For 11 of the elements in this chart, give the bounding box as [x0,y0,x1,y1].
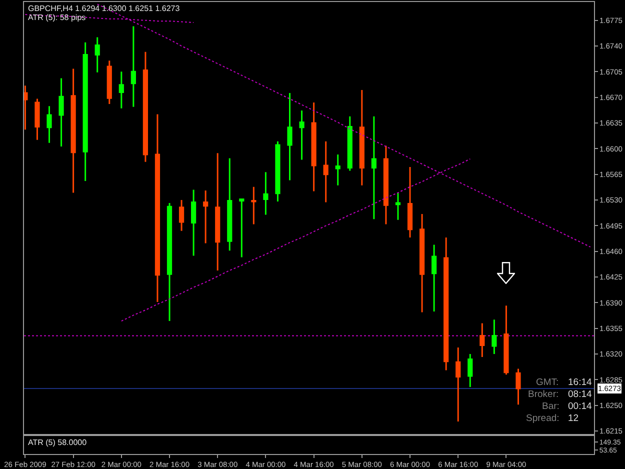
annotation: Spread: [526,413,560,424]
chart-title: GBPCHF,H4 1.6294 1.6300 1.6251 1.6273 [28,4,180,13]
annotation: 12 [568,413,579,424]
annotation: GMT: [536,377,559,388]
annotation: Broker: [528,389,559,400]
chart-title: ATR (5) 58.0000 [28,438,88,447]
annotation: 08:14 [568,389,592,400]
annotation: 16:14 [568,377,592,388]
annotation: Bar: [542,401,560,412]
annotation: 00:14 [568,401,592,412]
text: ATR (5): 58 pips [28,13,86,22]
